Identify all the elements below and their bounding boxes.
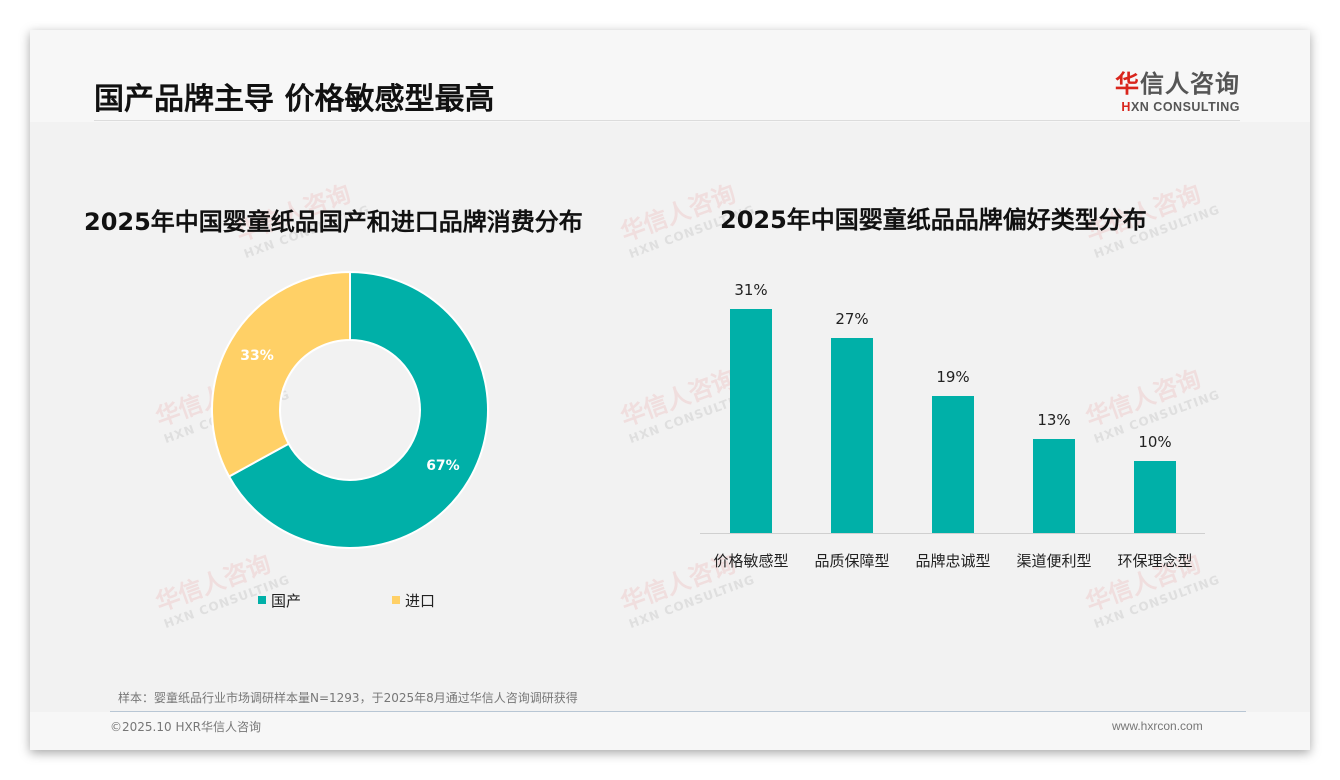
- bar-value-label: 31%: [734, 281, 768, 299]
- logo-cn: 华信人咨询: [1115, 70, 1240, 98]
- copyright: ©2025.10 HXR华信人咨询: [110, 720, 262, 734]
- bar-value-label: 19%: [936, 367, 970, 386]
- category-label: 价格敏感型: [713, 552, 789, 570]
- x-axis-line: [700, 533, 1205, 534]
- donut-chart-title: 2025年中国婴童纸品国产和进口品牌消费分布: [84, 208, 583, 236]
- bar-3: [1033, 439, 1075, 533]
- bar-value-label: 10%: [1138, 432, 1172, 451]
- bar-4: [1134, 460, 1176, 533]
- bar-2: [932, 395, 974, 533]
- donut-value-label: 33%: [240, 348, 274, 364]
- donut-slice-0: [227, 270, 489, 549]
- bar-value-label: 27%: [835, 309, 869, 328]
- logo-en: HXN CONSULTING: [1121, 100, 1240, 114]
- legend-item-domestic: 国产: [258, 590, 301, 611]
- bar-chart: 31% 价格敏感型 27% 品质保障型 19% 品牌忠诚型 13% 渠道便利型 10% 环保理念型: [700, 270, 1210, 590]
- website-link[interactable]: www.hxrcon.com: [1112, 719, 1203, 733]
- category-label: 品质保障型: [814, 552, 890, 570]
- footer-divider: [110, 711, 1246, 712]
- category-label: 品牌忠诚型: [915, 552, 991, 570]
- legend-swatch: [392, 596, 400, 604]
- bar-chart-title: 2025年中国婴童纸品品牌偏好类型分布: [720, 206, 1147, 234]
- legend-swatch: [258, 596, 266, 604]
- header-band: [30, 30, 1310, 122]
- category-label: 渠道便利型: [1016, 552, 1092, 570]
- bar-value-label: 13%: [1037, 411, 1071, 430]
- sample-note: 样本：婴童纸品行业市场调研样本量N=1293，于2025年8月通过华信人咨询调研…: [118, 691, 578, 705]
- company-logo: 华信人咨询 HXN CONSULTING: [1110, 64, 1240, 114]
- bar-0: [730, 309, 772, 533]
- header-divider: [94, 120, 1240, 121]
- bar-1: [831, 337, 873, 533]
- category-label: 环保理念型: [1117, 552, 1193, 570]
- page-title: 国产品牌主导 价格敏感型最高: [94, 82, 495, 117]
- legend-item-imported: 进口: [392, 590, 435, 611]
- footer-band: [30, 712, 1310, 750]
- donut-chart: 67% 33%: [211, 270, 489, 549]
- donut-value-label: 67%: [426, 458, 460, 474]
- donut-slice-1: [211, 270, 351, 478]
